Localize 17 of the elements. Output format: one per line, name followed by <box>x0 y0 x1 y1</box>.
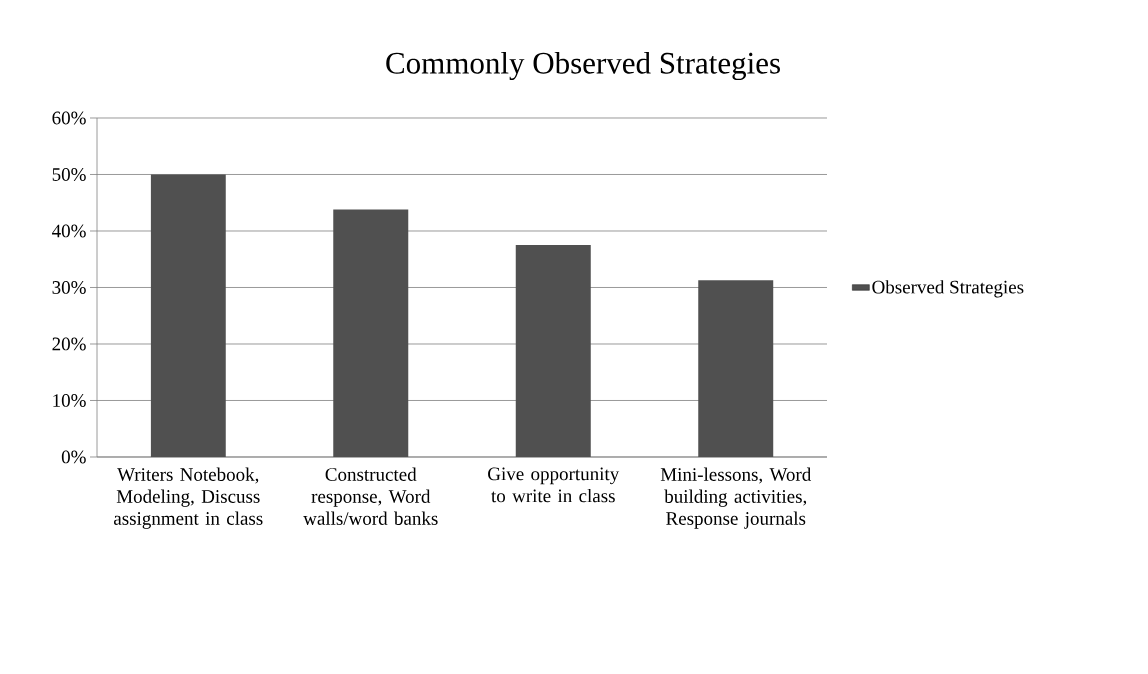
y-tick-label: 20% <box>52 337 86 351</box>
y-tick-label: 40% <box>52 224 86 238</box>
y-tick-label: 60% <box>52 111 86 125</box>
y-tick-label: 50% <box>52 168 86 181</box>
y-tick-label: 30% <box>52 281 86 294</box>
y-tick-label: 0% <box>61 450 86 464</box>
x-tick-label: Mini-lessons, Word building activities, Response journals <box>660 467 812 529</box>
y-tick-label: 10% <box>53 394 86 407</box>
x-tick-label: Writers Notebook, Modeling, Discuss assignment in class <box>114 467 263 529</box>
x-tick-label: Give opportunity to write in class <box>488 467 620 503</box>
bar <box>333 209 409 457</box>
chart-title: Commonly Observed Strategies <box>386 51 780 81</box>
legend-label: Observed Strategies <box>872 280 1024 298</box>
bar <box>515 245 591 457</box>
bar <box>698 280 774 457</box>
x-tick-label: Constructed response, Word walls/word banks <box>303 467 438 525</box>
bar <box>150 174 226 457</box>
